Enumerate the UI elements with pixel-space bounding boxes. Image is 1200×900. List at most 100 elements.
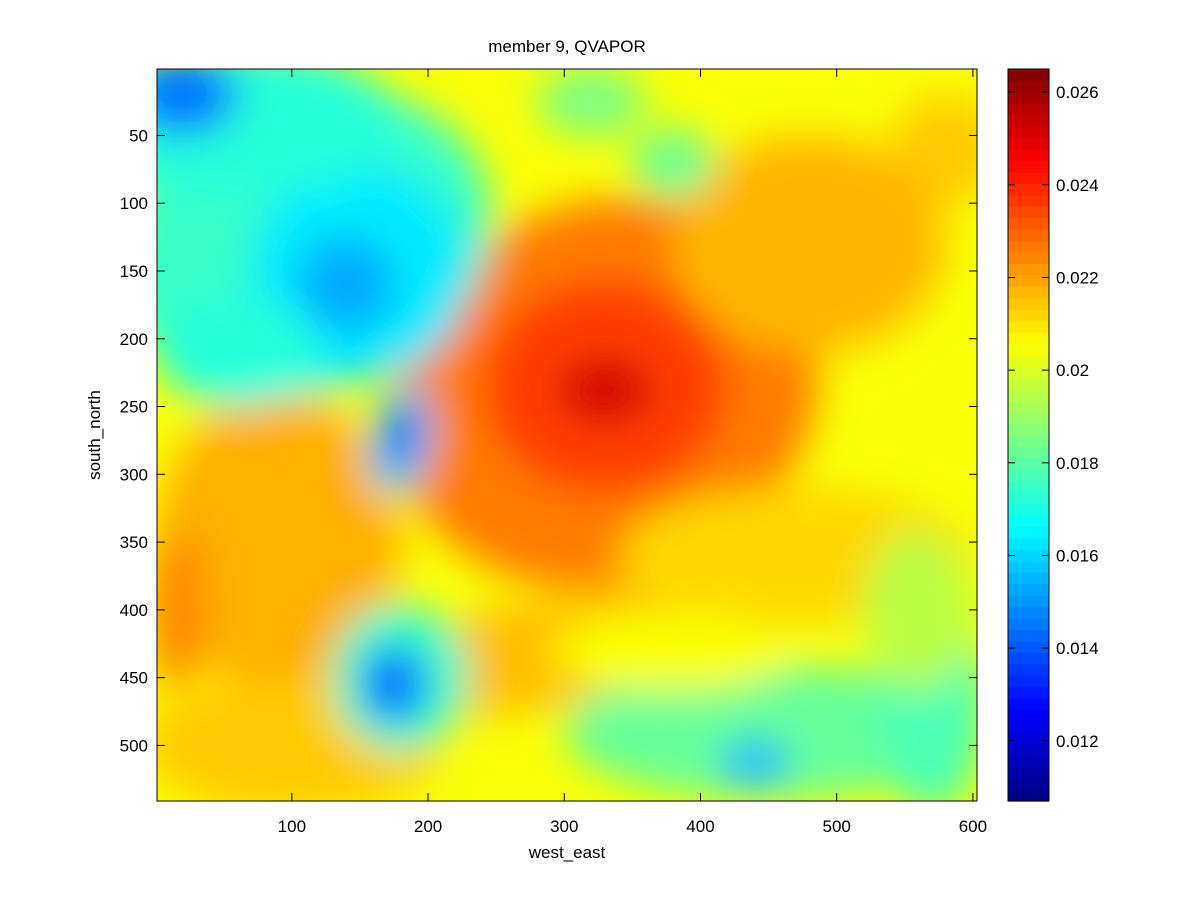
y-tick-label: 250 [120,398,148,417]
field-region [157,393,401,692]
colorbar-band [1008,675,1049,688]
y-tick-label: 300 [120,465,148,484]
colorbar-band [1008,755,1049,768]
colorbar-band [1008,515,1049,528]
colorbar: 0.012 0.014 0.016 0.018 0.02 0.022 0.024 0.026 [1007,68,1099,802]
colorbar-band [1008,240,1049,253]
colorbar-band [1008,457,1049,470]
y-tick-label: 100 [120,194,148,213]
field-region [537,69,646,136]
colorbar-band [1008,366,1049,379]
colorbar-band [1008,595,1049,608]
colorbar-band [1008,69,1049,82]
colorbar-band [1008,686,1049,699]
colorbar-band [1008,206,1049,219]
colorbar-band [1008,560,1049,573]
colorbar-band [1008,309,1049,322]
colorbar-band [1008,126,1049,139]
plot-frame [156,68,978,802]
colorbar-band [1008,537,1049,550]
colorbar-band [1008,103,1049,116]
colorbar-tick-label: 0.018 [1056,454,1099,473]
colorbar-tick-label: 0.02 [1056,361,1089,380]
y-tick-label: 350 [120,533,148,552]
x-tick-label: 500 [823,817,851,836]
colorbar-band [1008,412,1049,425]
x-axis-label: west_east [528,843,606,862]
colorbar-band [1008,332,1049,345]
colorbar-tick-label: 0.014 [1056,639,1099,658]
colorbar-band [1008,423,1049,436]
y-axis-label: south_north [85,390,104,480]
field-layer [157,69,977,801]
colorbar-band [1008,435,1049,448]
field-region [298,237,395,332]
colorbar-tick-label: 0.026 [1056,83,1099,102]
field-region [377,664,405,705]
field-region [157,298,320,407]
colorbar-band [1008,583,1049,596]
colorbar-band [1008,778,1049,791]
colorbar-band [1008,640,1049,653]
field-region [550,609,796,692]
y-tick-label: 500 [120,736,148,755]
colorbar-band [1008,789,1049,802]
colorbar-band [1008,171,1049,184]
colorbar-band [1008,766,1049,779]
colorbar-band [1008,149,1049,162]
colorbar-band [1008,572,1049,585]
colorbar-band [1008,389,1049,402]
field-region [557,356,653,425]
x-tick-label: 300 [550,817,578,836]
colorbar-band [1008,400,1049,413]
field-region [157,69,238,136]
colorbar-band [1008,606,1049,619]
x-tick-label: 400 [686,817,714,836]
colorbar-band [1008,698,1049,711]
colorbar-band [1008,526,1049,539]
y-axis-ticks: 50 100 150 200 250 300 350 400 450 500 [120,126,977,755]
colorbar-band [1008,377,1049,390]
colorbar-band [1008,274,1049,287]
colorbar-band [1008,743,1049,756]
colorbar-band [1008,320,1049,333]
field-region [383,398,419,474]
y-tick-label: 200 [120,330,148,349]
colorbar-bands [1008,69,1049,802]
colorbar-band [1008,297,1049,310]
colorbar-band [1008,114,1049,127]
colorbar-band [1008,663,1049,676]
colorbar-band [1008,446,1049,459]
y-tick-label: 150 [120,262,148,281]
colorbar-band [1008,503,1049,516]
colorbar-band [1008,469,1049,482]
colorbar-frame [1007,68,1050,802]
colorbar-band [1008,229,1049,242]
colorbar-band [1008,629,1049,642]
colorbar-band [1008,492,1049,505]
colorbar-band [1008,732,1049,745]
colorbar-band [1008,652,1049,665]
colorbar-band [1008,194,1049,207]
colorbar-band [1008,709,1049,722]
colorbar-band [1008,480,1049,493]
plot-area [156,68,978,802]
x-tick-label: 200 [414,817,442,836]
field-region [564,664,973,800]
field-region [720,738,790,788]
colorbar-band [1008,183,1049,196]
colorbar-band [1008,91,1049,104]
colorbar-tick-label: 0.012 [1056,732,1099,751]
y-tick-label: 450 [120,669,148,688]
x-tick-label: 100 [278,817,306,836]
colorbar-band [1008,217,1049,230]
colorbar-band [1008,618,1049,631]
colorbar-band [1008,252,1049,265]
colorbar-band [1008,343,1049,356]
colorbar-band [1008,160,1049,173]
colorbar-band [1008,549,1049,562]
x-axis-ticks: 100 200 300 400 500 600 [278,69,987,836]
colorbar-band [1008,137,1049,150]
colorbar-tick-label: 0.022 [1056,268,1099,287]
